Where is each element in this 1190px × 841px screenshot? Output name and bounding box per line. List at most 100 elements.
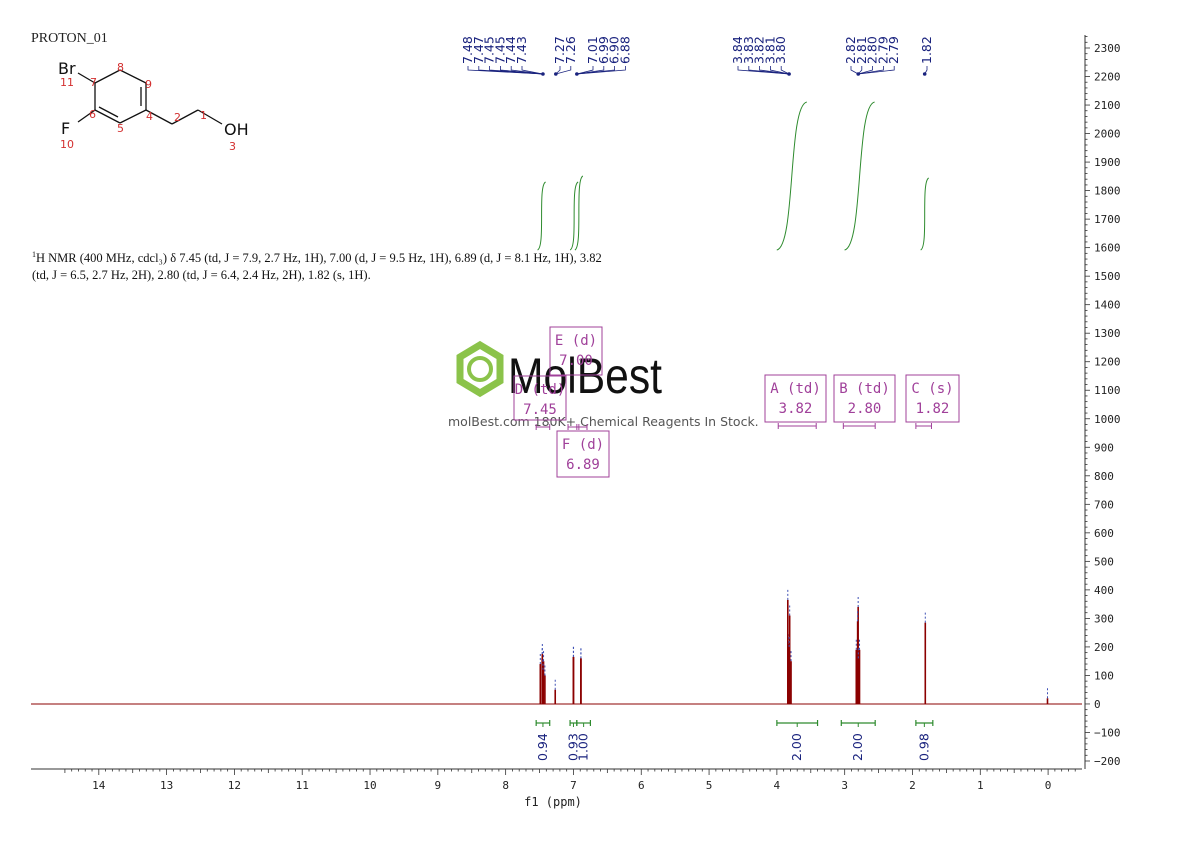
- y-tick-label: 2200: [1094, 71, 1121, 84]
- peak-label-anchor: [541, 72, 545, 76]
- x-tick-label: 10: [363, 779, 376, 792]
- peak-label-leader: [850, 66, 859, 75]
- y-tick-label: −200: [1094, 755, 1121, 768]
- multiplet-label: E (d): [555, 333, 597, 349]
- y-tick-label: 900: [1094, 441, 1114, 454]
- multiplet-label: F (d): [562, 437, 604, 453]
- ring-number: 9: [145, 78, 152, 91]
- peak-labels: 7.487.477.457.457.447.43 7.277.26 7.016.99…: [460, 36, 934, 76]
- x-tick-label: 6: [638, 779, 645, 792]
- integral-value: 0.93: [565, 733, 580, 761]
- peak-shift-label: 3.82: [752, 36, 767, 64]
- peak-shift-label: 6.90: [607, 36, 622, 64]
- integral-value: 2.00: [850, 733, 865, 761]
- peak-shift-label: 7.48: [460, 36, 475, 64]
- x-tick-label: 0: [1045, 779, 1052, 792]
- peak-label-anchor: [922, 72, 927, 76]
- integral-curves: [537, 101, 930, 251]
- x-tick-label: 9: [435, 779, 442, 792]
- molecule-structure: Br 11 F 10 OH 3 7 8 9 4 5 6 2 1: [58, 59, 249, 153]
- peak-shift-label: 6.99: [596, 36, 611, 64]
- x-tick-label: 3: [841, 779, 848, 792]
- peak-label-anchor: [554, 72, 558, 76]
- multiplet-shift: 3.82: [779, 401, 813, 417]
- ring-number: 8: [117, 61, 124, 74]
- y-tick-label: 1500: [1094, 270, 1121, 283]
- chain-number: 1: [200, 109, 207, 122]
- multiplet-box: [556, 430, 610, 478]
- y-tick-label: 100: [1094, 669, 1114, 682]
- y-axis: 2300220021002000190018001700160015001400…: [1084, 35, 1121, 769]
- y-tick-label: 700: [1094, 498, 1114, 511]
- ring-atom-numbers: 7 8 9 4 5 6 2 1: [89, 61, 207, 135]
- peak-label-leader: [748, 66, 790, 75]
- multiplet-box: [549, 326, 603, 376]
- peak-label-leader: [555, 66, 561, 75]
- multiplet-boxes: E (d) 7.00 D (td) 7.45 F (d) 6.89 A (td) 3.82 B …: [513, 326, 960, 478]
- y-tick-label: 1000: [1094, 413, 1121, 426]
- peak-shift-label: 7.27: [552, 36, 567, 64]
- atom-oh: OH: [224, 120, 249, 139]
- multiplet-shift: 2.80: [848, 401, 882, 417]
- peak-label-leader: [858, 66, 873, 75]
- x-axis: 14 13 12 11 10 9 8 7 6 5 4 3 2 1 0: [31, 768, 1082, 792]
- y-tick-label: 2100: [1094, 99, 1121, 112]
- peak-label-leader: [521, 66, 544, 75]
- x-tick-label: 8: [502, 779, 509, 792]
- integral-curve: [776, 101, 808, 251]
- x-tick-label: 4: [774, 779, 781, 792]
- integral-curve: [569, 181, 579, 251]
- multiplet-box: [513, 375, 567, 421]
- integral-bars: 0.94 0.931.00 2.00 2.00 0.98: [535, 720, 934, 761]
- peak-shift-label: 7.26: [563, 36, 578, 64]
- peak-label-leader: [576, 66, 594, 75]
- peak-label-anchor: [856, 72, 861, 76]
- peak-label-leader: [780, 66, 790, 75]
- peak-label-anchor: [575, 72, 579, 76]
- peak-shift-label: 7.43: [514, 36, 529, 64]
- y-tick-label: 600: [1094, 527, 1114, 540]
- peak-label-leader: [858, 66, 895, 75]
- chain-number: 2: [174, 111, 181, 124]
- peak-shift-label: 1.82: [919, 36, 934, 64]
- y-tick-label: 400: [1094, 584, 1114, 597]
- watermark-tagline: molBest.com 180K+ Chemical Reagents In S…: [448, 414, 759, 429]
- integral-value: 0.94: [535, 733, 550, 761]
- multiplet-shift: 7.45: [523, 402, 557, 418]
- y-tick-label: 1800: [1094, 185, 1121, 198]
- peak-shift-label: 7.47: [471, 36, 486, 64]
- integral-curve: [920, 177, 930, 251]
- y-tick-label: 2300: [1094, 42, 1121, 55]
- molbest-logo-icon: [456, 340, 504, 398]
- peak-shift-label: 2.81: [854, 36, 869, 64]
- y-tick-label: 500: [1094, 555, 1114, 568]
- peak-shift-label: 3.84: [730, 36, 745, 64]
- y-tick-label: 800: [1094, 470, 1114, 483]
- structure-bonds: [77, 69, 223, 125]
- integral-value: 2.00: [789, 733, 804, 761]
- peak-shift-label: 2.82: [843, 36, 858, 64]
- y-tick-label: 200: [1094, 641, 1114, 654]
- y-tick-label: 1100: [1094, 384, 1121, 397]
- nucleus-superscript: 1: [32, 250, 36, 259]
- peak-label-leader: [499, 66, 543, 75]
- peak-shift-label: 7.01: [585, 36, 600, 64]
- multiplet-box: [905, 374, 960, 423]
- x-tick-label: 2: [909, 779, 916, 792]
- x-axis-label: f1 (ppm): [524, 795, 582, 809]
- integral-value: 1.00: [576, 733, 591, 761]
- integral-value: 0.98: [916, 733, 931, 761]
- multiplet-box: [833, 374, 896, 423]
- x-tick-label: 12: [228, 779, 241, 792]
- peak-shift-label: 3.81: [762, 36, 777, 64]
- multiplet-label: D (td): [515, 382, 566, 398]
- ring-number: 4: [146, 110, 153, 123]
- peak-label-leader: [555, 66, 572, 75]
- multiplet-box: [764, 374, 827, 423]
- y-tick-label: 1900: [1094, 156, 1121, 169]
- peak-shift-label: 6.88: [617, 36, 632, 64]
- x-tick-label: 1: [977, 779, 984, 792]
- multiplet-shift: 7.00: [559, 353, 593, 369]
- multiplet-label: C (s): [911, 381, 953, 397]
